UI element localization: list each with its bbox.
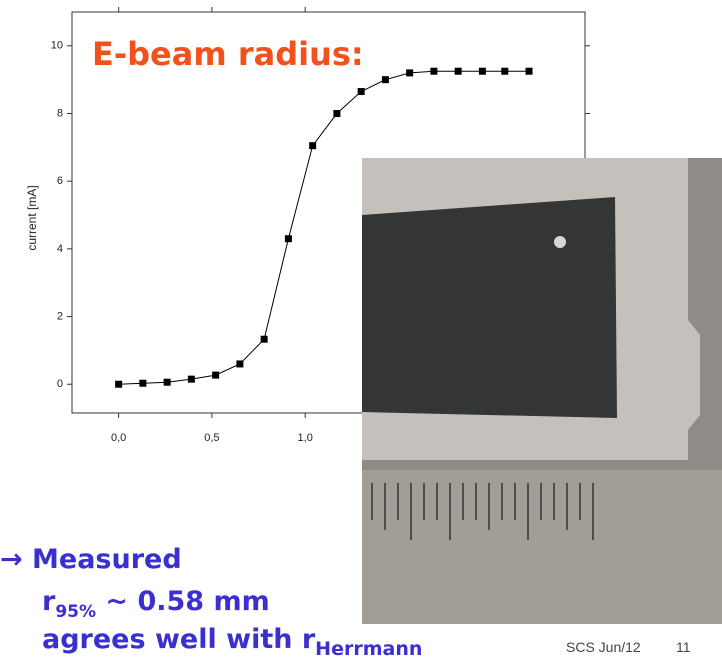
point bbox=[430, 68, 437, 75]
point bbox=[115, 381, 122, 388]
text-line: r95% ~ 0.58 mm bbox=[42, 586, 270, 622]
point bbox=[164, 379, 171, 386]
point bbox=[309, 142, 316, 149]
point bbox=[526, 68, 533, 75]
point bbox=[261, 336, 268, 343]
y-tick-label: 10 bbox=[51, 40, 63, 52]
subscript: Herrmann bbox=[315, 638, 422, 660]
x-tick-label: 0,5 bbox=[204, 432, 219, 444]
point bbox=[212, 372, 219, 379]
page-number: 11 bbox=[676, 639, 691, 655]
point bbox=[236, 360, 243, 367]
point bbox=[333, 110, 340, 117]
point bbox=[382, 76, 389, 83]
y-tick-label: 0 bbox=[57, 378, 63, 390]
subscript: 95% bbox=[55, 602, 96, 622]
x-tick-label: 0,0 bbox=[111, 432, 126, 444]
y-tick-label: 2 bbox=[57, 310, 63, 322]
photo bbox=[362, 158, 722, 624]
y-axis-label: current [mA] bbox=[25, 185, 39, 250]
slide: 0 2 4 6 8 10 0,0 0,5 1,0 E-beam radius: current … bbox=[0, 0, 722, 672]
x-tick-label: 1,0 bbox=[298, 432, 313, 444]
text-part: agrees well with r bbox=[42, 624, 316, 655]
point bbox=[455, 68, 462, 75]
point bbox=[139, 380, 146, 387]
text-part: r bbox=[42, 586, 56, 617]
point bbox=[358, 88, 365, 95]
text-part: ~ 0.58 mm bbox=[96, 586, 270, 617]
point bbox=[285, 235, 292, 242]
chart-title: E-beam radius: bbox=[92, 35, 364, 73]
text-line: agrees well with rHerrmann bbox=[42, 624, 422, 660]
y-tick-label: 8 bbox=[57, 107, 63, 119]
photo-hole bbox=[554, 236, 566, 248]
y-tick-label: 6 bbox=[57, 175, 63, 187]
point bbox=[188, 376, 195, 383]
footer: SCS Jun/12 bbox=[566, 639, 641, 655]
point bbox=[406, 69, 413, 76]
point bbox=[479, 68, 486, 75]
photo-ruler bbox=[362, 470, 722, 624]
point bbox=[501, 68, 508, 75]
y-tick-label: 4 bbox=[57, 243, 63, 255]
photo-strip bbox=[362, 197, 617, 418]
text-line: → Measured bbox=[0, 544, 182, 575]
